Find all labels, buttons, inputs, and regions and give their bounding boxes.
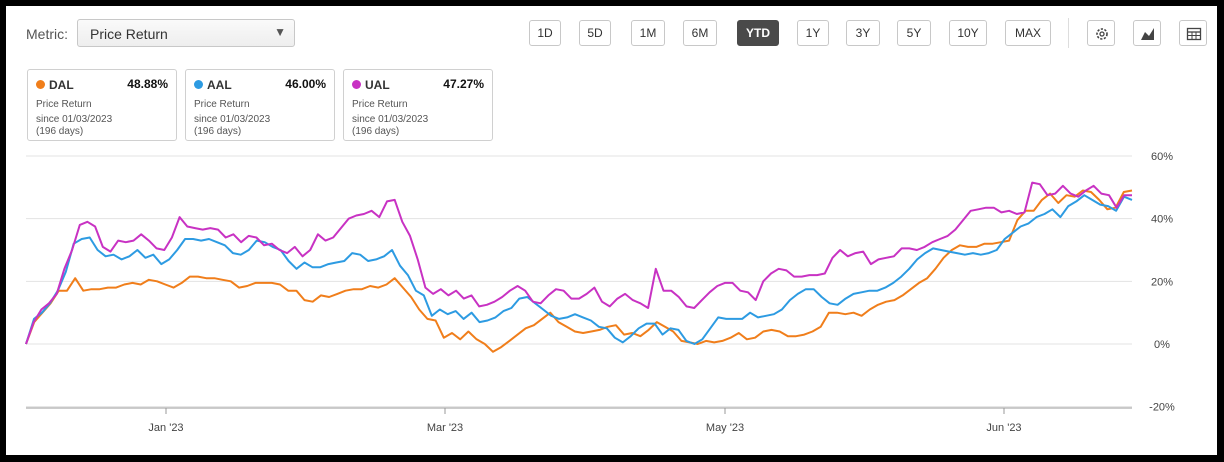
gear-icon — [1096, 28, 1108, 40]
y-tick-label: 20% — [1151, 276, 1173, 288]
card-days: (196 days) — [352, 126, 400, 137]
card-ticker: UAL — [365, 78, 390, 92]
range-button-ytd[interactable]: YTD — [737, 20, 779, 46]
x-tick-label: May '23 — [706, 422, 744, 434]
chart-type-button[interactable] — [1133, 20, 1161, 46]
legend-card-ual[interactable]: UAL 47.27% Price Return since 01/03/2023 (19… — [343, 69, 493, 141]
series-dot — [36, 80, 45, 89]
y-tick-label: 60% — [1151, 151, 1173, 163]
table-view-button[interactable] — [1179, 20, 1207, 46]
series-dot — [194, 80, 203, 89]
legend-card-aal[interactable]: AAL 46.00% Price Return since 01/03/2023 (19… — [185, 69, 335, 141]
range-button-6m[interactable]: 6M — [683, 20, 717, 46]
series-line-aal[interactable] — [25, 194, 1133, 345]
card-since: since 01/03/2023 — [352, 114, 429, 125]
range-button-1m[interactable]: 1M — [631, 20, 665, 46]
toolbar-divider — [1068, 18, 1069, 48]
card-metric: Price Return — [352, 99, 408, 110]
x-tick-label: Jun '23 — [986, 422, 1021, 434]
range-button-max[interactable]: MAX — [1005, 20, 1051, 46]
card-since: since 01/03/2023 — [194, 114, 271, 125]
y-tick-label: -20% — [1149, 402, 1175, 414]
range-button-1d[interactable]: 1D — [529, 20, 561, 46]
legend-card-dal[interactable]: DAL 48.88% Price Return since 01/03/2023 (19… — [27, 69, 177, 141]
y-tick-label: 0% — [1154, 339, 1170, 351]
card-metric: Price Return — [194, 99, 250, 110]
chart-widget: Metric: Price Return ▼ 1D 5D 1M 6M YTD 1Y 3Y 5Y… — [6, 6, 1217, 455]
table-icon — [1186, 27, 1202, 41]
card-value: 48.88% — [127, 77, 168, 91]
settings-button[interactable] — [1087, 20, 1115, 46]
chart-type-icon — [1141, 28, 1154, 40]
metric-selected-value: Price Return — [90, 26, 168, 42]
caret-down-icon: ▼ — [274, 25, 286, 39]
card-days: (196 days) — [194, 126, 242, 137]
metric-label: Metric: — [26, 26, 68, 42]
x-tick-label: Jan '23 — [148, 422, 183, 434]
series-dot — [352, 80, 361, 89]
range-button-3y[interactable]: 3Y — [846, 20, 880, 46]
series-line-dal[interactable] — [25, 189, 1133, 353]
card-ticker: DAL — [49, 78, 74, 92]
range-button-10y[interactable]: 10Y — [949, 20, 987, 46]
price-return-chart: 60% 40% 20% 0% -20% Jan '23 Mar '23 May '23 Jun … — [25, 151, 1175, 434]
card-days: (196 days) — [36, 126, 84, 137]
card-since: since 01/03/2023 — [36, 114, 113, 125]
card-value: 46.00% — [285, 77, 326, 91]
range-button-1y[interactable]: 1Y — [797, 20, 829, 46]
card-metric: Price Return — [36, 99, 92, 110]
y-tick-label: 40% — [1151, 214, 1173, 226]
card-ticker: AAL — [207, 78, 232, 92]
card-value: 47.27% — [443, 77, 484, 91]
series-line-ual[interactable] — [25, 181, 1132, 345]
range-button-5y[interactable]: 5Y — [897, 20, 931, 46]
range-button-5d[interactable]: 5D — [579, 20, 611, 46]
x-tick-label: Mar '23 — [427, 422, 463, 434]
metric-select[interactable]: Price Return ▼ — [77, 19, 295, 47]
